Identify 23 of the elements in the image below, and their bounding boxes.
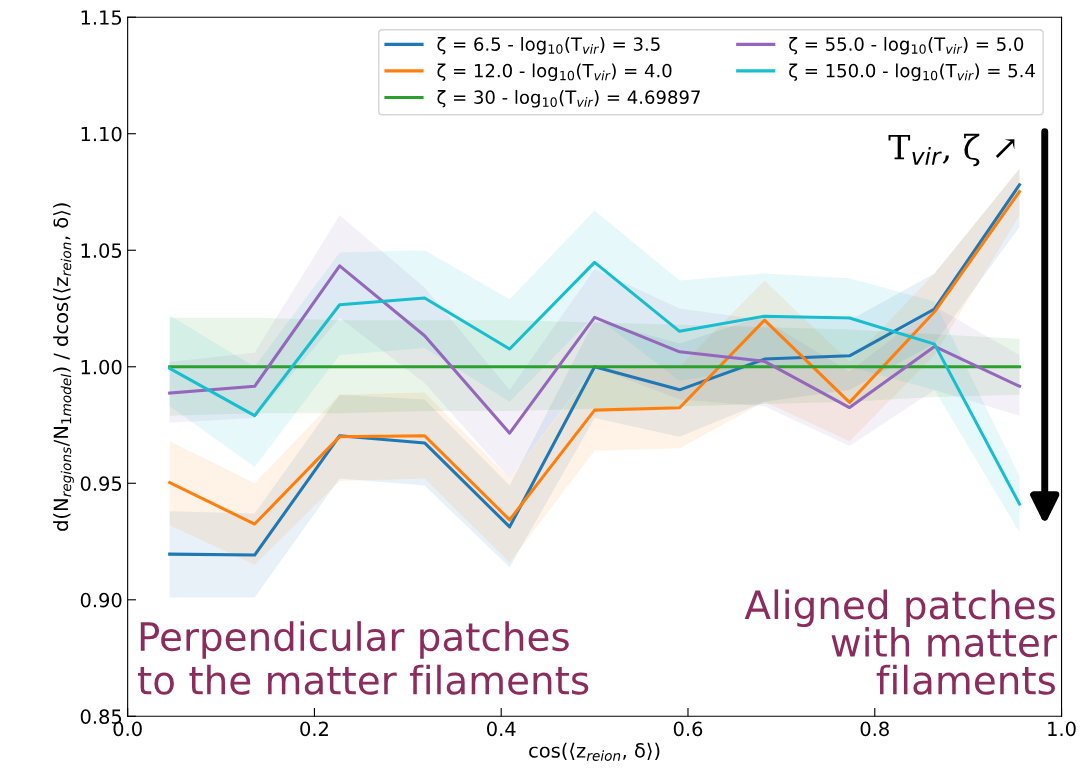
x-tick-label: 0.2 xyxy=(300,721,328,737)
x-tick-label: 0.4 xyxy=(487,721,516,737)
line-series xyxy=(168,264,1022,435)
annotation: Aligned patches with matter filaments xyxy=(744,589,1057,695)
annotation: Perpendicular patches to the matter filaments xyxy=(138,621,589,695)
legend-label: ζ = 30 - log$_{10}$(T$_{vir}$) = 4.69897 xyxy=(437,90,700,108)
y-tick-label: 1.10 xyxy=(81,126,122,142)
y-axis-title: d(N$_{regions}$/N$_{1model}$) / dcos(⟨z$_{reion}$, δ⟩) xyxy=(53,203,74,531)
annotation: T$_{vir}$, ζ ↗ xyxy=(888,133,1015,167)
legend-label: ζ = 12.0 - log$_{10}$(T$_{vir}$) = 4.0 xyxy=(437,63,672,81)
y-tick-label: 1.00 xyxy=(81,359,122,375)
y-tick-label: 0.95 xyxy=(80,476,122,491)
x-tick-label: 0.8 xyxy=(860,721,889,737)
x-axis-title: cos(⟨z$_{reion}$, δ⟩) xyxy=(529,742,660,761)
line-series xyxy=(168,260,1022,506)
x-tick-label: 0.6 xyxy=(673,721,703,737)
legend-label: ζ = 150.0 - log$_{10}$(T$_{vir}$) = 5.4 xyxy=(789,63,1035,81)
legend-label: ζ = 55.0 - log$_{10}$(T$_{vir}$) = 5.0 xyxy=(789,36,1024,55)
x-tick-label: 1.0 xyxy=(1048,721,1076,737)
y-tick-label: 1.05 xyxy=(81,243,122,258)
y-tick-label: 1.15 xyxy=(81,10,122,25)
legend-label: ζ = 6.5 - log$_{10}$(T$_{vir}$) = 3.5 xyxy=(437,36,660,55)
y-tick-label: 0.90 xyxy=(80,592,122,608)
